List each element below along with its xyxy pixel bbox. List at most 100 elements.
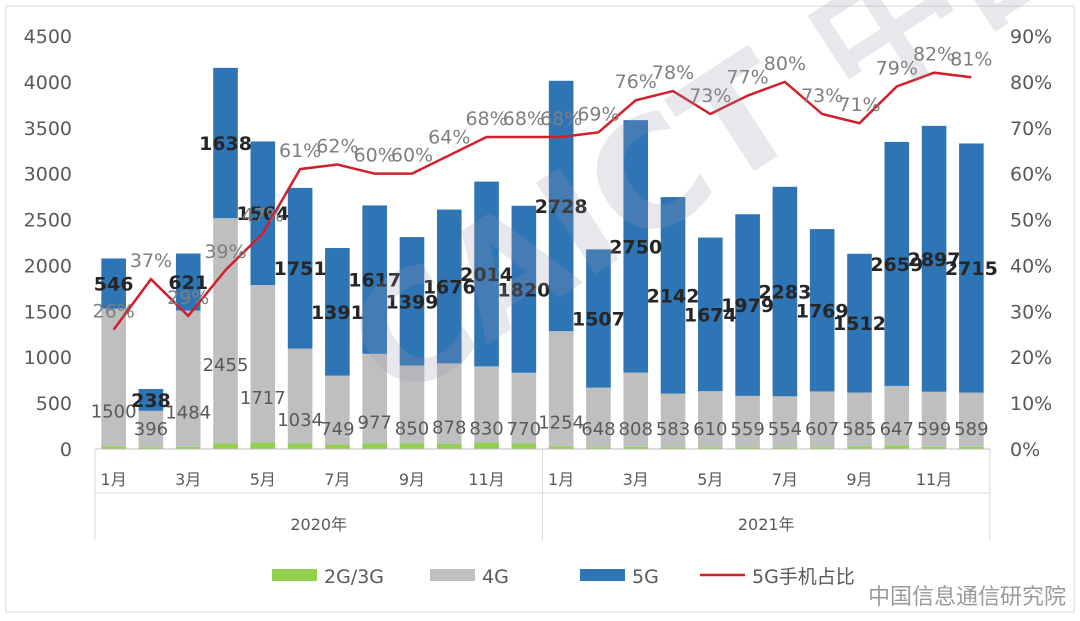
- x-tick-label: 5月: [697, 470, 723, 489]
- bar-4g: [623, 372, 649, 447]
- bar-5g: [698, 237, 723, 392]
- bar-4g: [436, 363, 462, 444]
- line-label-5g-share: 78%: [652, 62, 694, 84]
- bar-2g-3g: [138, 447, 164, 449]
- bar-5g: [548, 80, 574, 332]
- bar-label-5g: 1391: [311, 302, 364, 324]
- bar-5g: [325, 248, 350, 376]
- bar-label-5g: 2142: [647, 285, 700, 307]
- bar-label-5g: 2659: [870, 254, 923, 276]
- bar-2g-3g: [213, 443, 238, 449]
- bar-5g: [921, 125, 947, 392]
- bar-5g: [436, 209, 462, 364]
- bar-label-5g: 2897: [908, 249, 961, 271]
- bar-2g-3g: [101, 446, 126, 449]
- y-left-tick-label: 1500: [24, 301, 72, 323]
- bar-4g: [959, 392, 984, 447]
- line-label-5g-share: 61%: [279, 140, 321, 162]
- bar-5g: [101, 258, 126, 309]
- line-label-5g-share: 76%: [615, 71, 657, 93]
- bar-4g: [101, 308, 126, 447]
- watermark-text: 中国信息通信研究院: [867, 585, 1066, 610]
- bar-label-4g: 396: [134, 419, 168, 440]
- bar-2g-3g: [399, 443, 425, 449]
- bar-5g: [213, 67, 238, 219]
- bar-label-4g: 977: [358, 413, 392, 434]
- bar-4g: [698, 391, 723, 448]
- y-right-tick-label: 40%: [1010, 255, 1052, 277]
- y-left-tick-label: 4500: [24, 26, 72, 48]
- line-label-5g-share: 60%: [354, 145, 396, 167]
- y-left-tick-label: 2000: [24, 255, 72, 277]
- bar-5g: [847, 253, 872, 393]
- bar-label-4g: 1254: [538, 413, 584, 434]
- chart-border: [5, 5, 1075, 613]
- bar-label-4g: 583: [656, 419, 690, 440]
- bar-2g-3g: [959, 446, 984, 449]
- bar-label-5g: 1512: [833, 313, 886, 335]
- line-label-5g-share: 29%: [167, 287, 209, 309]
- bar-5g: [959, 143, 984, 393]
- bar-label-4g: 850: [395, 418, 429, 439]
- bar-label-5g: 1507: [572, 309, 625, 331]
- x-tick-label: 5月: [250, 470, 276, 489]
- y-right-tick-label: 80%: [1010, 72, 1052, 94]
- y-right-tick-label: 20%: [1010, 347, 1052, 369]
- bar-label-5g: 1674: [684, 304, 737, 326]
- bar-2g-3g: [586, 447, 611, 449]
- bar-2g-3g: [362, 443, 387, 449]
- line-label-5g-share: 82%: [913, 44, 955, 66]
- bar-label-4g: 599: [917, 419, 951, 440]
- bar-2g-3g: [847, 446, 872, 449]
- bar-2g-3g: [809, 447, 835, 449]
- bar-2g-3g: [698, 447, 723, 449]
- bar-4g: [213, 218, 238, 444]
- bar-2g-3g: [884, 445, 910, 449]
- bar-4g: [474, 366, 499, 443]
- bar-4g: [809, 391, 835, 448]
- bar-label-4g: 749: [320, 419, 354, 440]
- y-right-tick-label: 30%: [1010, 301, 1052, 323]
- bar-2g-3g: [325, 444, 350, 449]
- y-right-tick-label: 10%: [1010, 393, 1052, 415]
- bar-2g-3g: [287, 443, 313, 449]
- bar-label-4g: 830: [469, 418, 503, 439]
- legend-label: 5G: [632, 566, 659, 588]
- bar-label-4g: 1500: [91, 401, 137, 422]
- x-tick-label: 9月: [399, 470, 425, 489]
- bar-label-5g: 238: [131, 390, 171, 412]
- bar-2g-3g: [250, 442, 276, 449]
- bar-label-5g: 2750: [609, 236, 662, 258]
- bar-label-5g: 621: [168, 272, 208, 294]
- y-right-tick-label: 90%: [1010, 26, 1052, 48]
- line-label-5g-share: 60%: [391, 145, 433, 167]
- x-tick-label: 7月: [324, 470, 350, 489]
- bar-5g: [138, 388, 164, 411]
- line-label-5g-share: 77%: [726, 67, 768, 89]
- bar-label-5g: 1820: [497, 279, 550, 301]
- bar-label-4g: 1717: [240, 388, 286, 409]
- x-group-label: 2020年: [290, 515, 347, 534]
- bar-label-5g: 546: [94, 274, 134, 296]
- bar-5g: [362, 205, 387, 354]
- bar-2g-3g: [772, 447, 798, 449]
- bar-label-5g: 1979: [721, 295, 774, 317]
- bar-4g: [847, 392, 872, 447]
- bar-4g: [362, 353, 387, 444]
- line-label-5g-share: 73%: [689, 85, 731, 107]
- bar-5g: [735, 214, 760, 396]
- x-tick-label: 7月: [772, 470, 798, 489]
- bar-5g: [623, 120, 649, 373]
- bar-label-5g: 1751: [274, 258, 327, 280]
- line-5g-share: [112, 71, 972, 331]
- legend-swatch: [580, 569, 625, 581]
- y-right-tick-label: 50%: [1010, 210, 1052, 232]
- bar-4g: [138, 410, 164, 448]
- bar-5g: [586, 249, 611, 388]
- bar-label-4g: 647: [880, 419, 914, 440]
- bar-2g-3g: [735, 447, 760, 449]
- x-tick-label: 11月: [916, 470, 952, 489]
- bar-2g-3g: [474, 442, 499, 449]
- bar-label-5g: 2715: [945, 258, 998, 280]
